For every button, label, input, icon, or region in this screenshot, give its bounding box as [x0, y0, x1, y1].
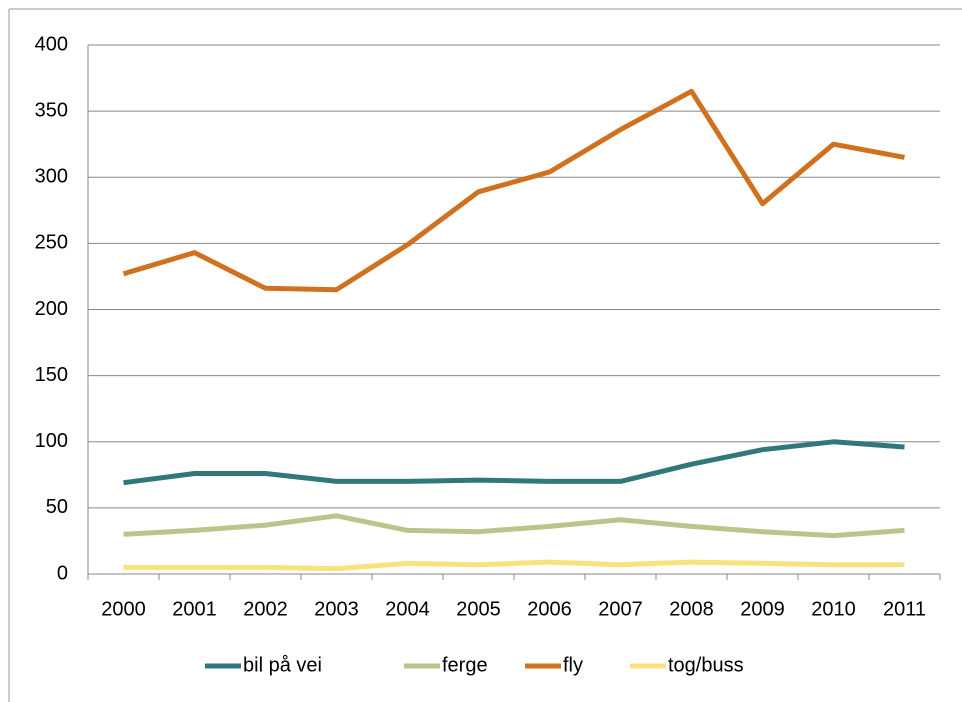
series-line — [123, 439, 905, 486]
y-tick-label: 50 — [46, 496, 68, 518]
series-line — [123, 559, 905, 572]
y-tick-label: 250 — [35, 232, 68, 254]
x-tick-label: 2010 — [811, 598, 856, 620]
legend-label: tog/buss — [668, 654, 744, 676]
series-line — [123, 513, 905, 539]
x-tick-label: 2003 — [314, 598, 359, 620]
x-tick-label: 2002 — [243, 598, 288, 620]
y-tick-label: 100 — [35, 430, 68, 452]
x-tick-label: 2007 — [598, 598, 643, 620]
y-tick-label: 350 — [35, 99, 68, 121]
x-tick-label: 2005 — [456, 598, 501, 620]
series-line — [122, 88, 905, 293]
legend-label: ferge — [442, 654, 488, 676]
y-tick-label: 400 — [35, 33, 68, 55]
x-tick-label: 2008 — [669, 598, 714, 620]
x-tick-label: 2004 — [385, 598, 430, 620]
x-tick-label: 2011 — [883, 598, 926, 620]
y-tick-label: 0 — [57, 562, 68, 584]
y-tick-label: 300 — [35, 166, 68, 188]
x-tick-label: 2009 — [740, 598, 785, 620]
x-tick-label: 2001 — [172, 598, 217, 620]
legend-label: bil på vei — [243, 654, 322, 676]
legend-label: fly — [563, 654, 583, 676]
x-tick-label: 2006 — [527, 598, 572, 620]
x-tick-label: 2000 — [101, 598, 146, 620]
y-tick-label: 150 — [35, 364, 68, 386]
y-tick-label: 200 — [35, 298, 68, 320]
